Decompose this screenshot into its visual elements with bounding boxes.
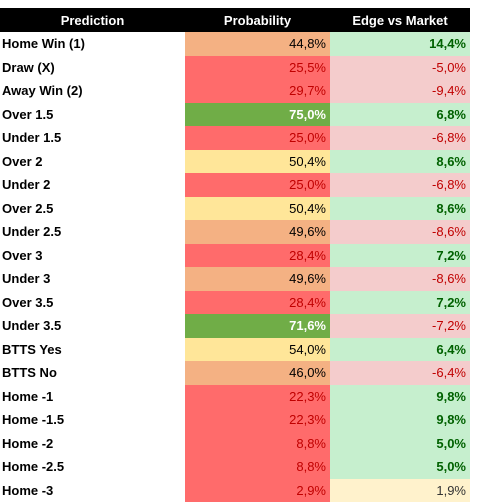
edge-cell: 9,8% [330,408,470,432]
row-label: BTTS No [0,361,185,385]
row-label: Under 3 [0,267,185,291]
probability-cell: 29,7% [185,79,330,103]
row-label: Home -1.5 [0,408,185,432]
probability-cell: 2,9% [185,479,330,502]
edge-cell: 6,4% [330,338,470,362]
probability-cell: 25,0% [185,173,330,197]
probability-cell: 54,0% [185,338,330,362]
probability-cell: 49,6% [185,220,330,244]
header-cell: Probability [185,8,330,32]
edge-cell: 7,2% [330,291,470,315]
row-label: Home -1 [0,385,185,409]
edge-cell: 14,4% [330,32,470,56]
table-row: Draw (X)25,5%-5,0% [0,56,470,80]
probability-cell: 22,3% [185,385,330,409]
edge-cell: 5,0% [330,432,470,456]
probability-cell: 8,8% [185,455,330,479]
row-label: BTTS Yes [0,338,185,362]
row-label: Over 3 [0,244,185,268]
edge-cell: -6,8% [330,173,470,197]
probability-cell: 50,4% [185,150,330,174]
row-label: Under 2 [0,173,185,197]
probability-cell: 46,0% [185,361,330,385]
probability-cell: 50,4% [185,197,330,221]
header-cell: Prediction [0,8,185,32]
table-row: Away Win (2)29,7%-9,4% [0,79,470,103]
probability-cell: 75,0% [185,103,330,127]
edge-cell: 7,2% [330,244,470,268]
row-label: Over 3.5 [0,291,185,315]
probability-cell: 25,0% [185,126,330,150]
edge-cell: 9,8% [330,385,470,409]
header-cell: Edge vs Market [330,8,470,32]
row-label: Home -3 [0,479,185,502]
row-label: Under 1.5 [0,126,185,150]
probability-cell: 49,6% [185,267,330,291]
probability-cell: 22,3% [185,408,330,432]
row-label: Over 1.5 [0,103,185,127]
row-label: Under 2.5 [0,220,185,244]
probability-cell: 44,8% [185,32,330,56]
row-label: Home -2 [0,432,185,456]
probability-cell: 71,6% [185,314,330,338]
edge-cell: 8,6% [330,150,470,174]
row-label: Home -2.5 [0,455,185,479]
table-row: Home Win (1)44,8%14,4% [0,32,470,56]
edge-cell: -7,2% [330,314,470,338]
probability-cell: 25,5% [185,56,330,80]
edge-cell: -5,0% [330,56,470,80]
row-label: Under 3.5 [0,314,185,338]
row-label: Over 2 [0,150,185,174]
row-label: Over 2.5 [0,197,185,221]
edge-cell: 6,8% [330,103,470,127]
row-label: Away Win (2) [0,79,185,103]
row-label: Draw (X) [0,56,185,80]
row-label: Home Win (1) [0,32,185,56]
edge-cell: -8,6% [330,220,470,244]
table-body: Home Win (1)44,8%14,4%Draw (X)25,5%-5,0%… [0,32,470,502]
probability-cell: 8,8% [185,432,330,456]
edge-cell: -6,4% [330,361,470,385]
edge-cell: -9,4% [330,79,470,103]
edge-cell: -6,8% [330,126,470,150]
probability-cell: 28,4% [185,291,330,315]
edge-cell: -8,6% [330,267,470,291]
probability-cell: 28,4% [185,244,330,268]
edge-cell: 8,6% [330,197,470,221]
edge-cell: 1,9% [330,479,470,502]
edge-cell: 5,0% [330,455,470,479]
